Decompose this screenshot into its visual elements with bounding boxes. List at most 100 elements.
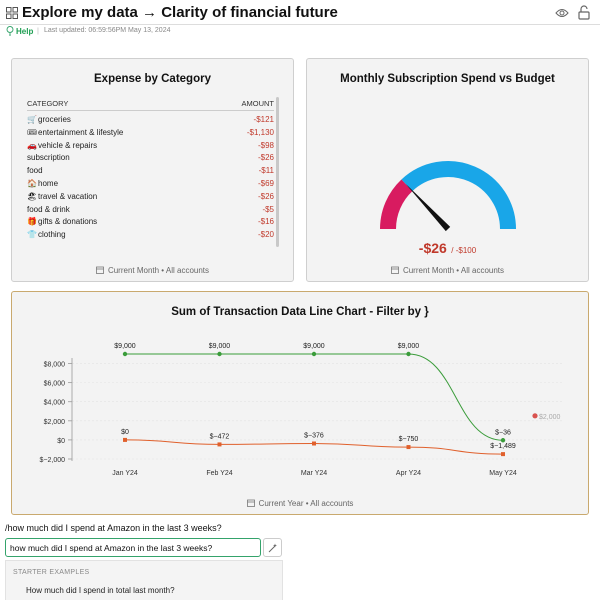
category-name: food & drink — [27, 204, 70, 214]
category-emoji-icon: 🎁 — [27, 217, 37, 227]
expense-list-scrollbar[interactable] — [276, 97, 279, 247]
x-tick-label: Mar Y24 — [301, 470, 327, 477]
expense-row[interactable]: 🛒groceries -$121 — [27, 115, 274, 128]
expense-footer-text: Current Month • All accounts — [107, 266, 210, 275]
y-tick-label: $4,000 — [44, 400, 66, 407]
expense-row[interactable]: food -$11 — [27, 166, 274, 179]
category-amount: -$5 — [262, 204, 274, 214]
gauge-card-footer: Current Month • All accounts — [307, 266, 588, 275]
line-chart-footer-text: Current Year • All accounts — [258, 499, 354, 508]
category-amount: -$11 — [258, 166, 274, 176]
data-label: $9,000 — [398, 343, 420, 350]
column-header-category: CATEGORY — [27, 99, 69, 108]
category-emoji-icon: 🛒 — [27, 115, 37, 124]
column-header-amount: AMOUNT — [241, 99, 275, 108]
starter-example-item[interactable]: How much did I spend in total last month… — [26, 586, 175, 595]
category-amount: -$26 — [257, 153, 274, 163]
expense-row[interactable]: subscription -$26 — [27, 153, 274, 166]
expense-row[interactable]: 🎁gifts & donations -$16 — [27, 217, 274, 230]
gauge-value-readout: -$26 / -$100 — [307, 240, 588, 258]
y-tick-label: $0 — [57, 438, 65, 445]
gauge-budget-value: / -$100 — [451, 246, 477, 255]
x-tick-label: Jan Y24 — [112, 470, 138, 477]
query-echo: /how much did I spend at Amazon in the l… — [5, 523, 222, 533]
x-axis-ticks: Jan Y24 Feb Y24 Mar Y24 Apr Y24 May Y24 — [112, 470, 517, 477]
gauge-spent-arc — [380, 179, 413, 230]
category-amount: -$26 — [257, 191, 274, 201]
expense-row[interactable]: 🚗vehicle & repairs -$98 — [27, 141, 274, 154]
data-label: $−472 — [210, 433, 230, 440]
x-tick-label: May Y24 — [489, 470, 517, 477]
query-input[interactable] — [5, 538, 261, 557]
data-label: $9,000 — [209, 343, 231, 350]
transaction-line-chart-card: Sum of Transaction Data Line Chart - Fil… — [11, 291, 589, 515]
gauge-chart — [380, 161, 516, 232]
category-emoji-icon: 👕 — [27, 230, 37, 240]
line-chart: $8,000 $6,000 $4,000 $2,000 $0 $−2,000 Jan Y2… — [40, 343, 562, 477]
data-point — [500, 438, 506, 443]
category-name: food — [27, 166, 43, 176]
category-name: clothing — [38, 230, 66, 240]
subheader-separator: | — [37, 26, 39, 35]
data-point — [217, 351, 222, 357]
data-label: $−750 — [399, 436, 419, 443]
help-link[interactable]: Help — [16, 27, 34, 36]
category-name: vehicle & repairs — [38, 140, 98, 150]
starter-examples-panel: STARTER EXAMPLES How much did I spend in… — [5, 560, 283, 600]
gauge-remaining-arc — [401, 161, 516, 230]
category-amount: -$1,130 — [246, 127, 274, 137]
expense-by-category-card: Expense by Category CATEGORY AMOUNT 🛒gro… — [11, 58, 294, 282]
category-emoji-icon: 🏠 — [27, 178, 37, 188]
category-amount: -$98 — [257, 140, 274, 150]
gauge-card-title: Monthly Subscription Spend vs Budget — [340, 73, 555, 85]
line-chart-title: Sum of Transaction Data Line Chart - Fil… — [171, 306, 429, 318]
y-tick-label: $8,000 — [44, 362, 66, 369]
magic-wand-icon — [268, 543, 277, 553]
subscription-vs-budget-card: Monthly Subscription Spend vs Budget -$2… — [306, 58, 589, 282]
expense-row[interactable]: 🎟entertainment & lifestyle -$1,130 — [27, 128, 274, 141]
data-point — [501, 452, 505, 457]
lightbulb-icon — [6, 26, 14, 36]
expense-row[interactable]: food & drink -$5 — [27, 205, 274, 218]
magic-wand-button[interactable] — [263, 538, 282, 557]
y-tick-label: $−2,000 — [40, 457, 66, 464]
category-amount: -$121 — [253, 115, 274, 124]
header-divider — [0, 24, 600, 25]
chart-gridlines — [72, 363, 562, 460]
app-header: Explore my data → Clarity of financial f… — [0, 0, 600, 26]
category-name: gifts & donations — [38, 217, 98, 227]
expense-row[interactable]: 👕clothing -$20 — [27, 230, 274, 243]
expense-card-footer: Current Month • All accounts — [12, 266, 293, 275]
expense-row[interactable]: 🏠home -$69 — [27, 179, 274, 192]
lock-icon[interactable] — [578, 5, 590, 20]
data-point — [122, 351, 128, 357]
category-amount: -$20 — [257, 230, 274, 240]
y-axis-ticks: $8,000 $6,000 $4,000 $2,000 $0 $−2,000 — [40, 358, 73, 464]
reference-marker: $2,000 — [532, 413, 561, 421]
expense-row[interactable]: 🏖travel & vacation -$26 — [27, 192, 274, 205]
category-emoji-icon: 🎟 — [27, 127, 38, 137]
data-point — [123, 437, 127, 442]
chart-series: $9,000 $9,000 $9,000 $9,000 $−36 $0 $−472 $−376… — [114, 343, 516, 457]
data-label: $0 — [121, 429, 129, 436]
gauge-spend-value: -$26 — [418, 240, 447, 256]
last-updated-text: Last updated: 06:59:56PM May 13, 2024 — [44, 27, 171, 34]
data-label: $9,000 — [303, 343, 325, 350]
data-point — [217, 442, 222, 447]
category-name: home — [38, 178, 59, 188]
data-label: $−36 — [495, 429, 511, 436]
grid-icon[interactable] — [6, 7, 18, 19]
category-emoji-icon: 🏖 — [27, 191, 38, 201]
category-amount: -$69 — [257, 178, 274, 188]
reference-label: $2,000 — [539, 414, 561, 421]
starter-examples-header: STARTER EXAMPLES — [13, 569, 90, 576]
x-tick-label: Apr Y24 — [396, 470, 421, 477]
expense-card-title: Expense by Category — [94, 73, 211, 85]
gauge-needle — [405, 183, 451, 232]
expense-list: 🛒groceries -$121 🎟entertainment & lifestyl… — [27, 115, 274, 243]
eye-icon[interactable] — [555, 7, 569, 19]
data-label: $9,000 — [114, 343, 136, 350]
subheader-bar: Help | Last updated: 06:59:56PM May 13, … — [0, 26, 600, 38]
y-tick-label: $6,000 — [44, 381, 66, 388]
category-name: travel & vacation — [38, 191, 98, 201]
